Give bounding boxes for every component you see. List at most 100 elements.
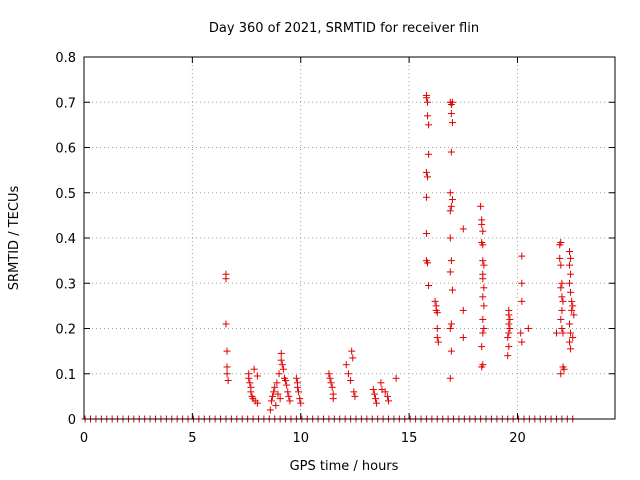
- data-point: [295, 388, 303, 396]
- data-point: [381, 388, 389, 396]
- data-point: [273, 379, 281, 387]
- data-point: [277, 356, 285, 364]
- data-point: [446, 325, 454, 332]
- data-point: [518, 338, 526, 346]
- x-tick-label: 0: [80, 431, 88, 446]
- data-point: [431, 297, 439, 305]
- data-point: [459, 306, 467, 314]
- data-points: [81, 91, 578, 423]
- data-point: [223, 347, 231, 355]
- data-point: [284, 388, 292, 396]
- data-point: [446, 207, 454, 215]
- data-point: [351, 392, 359, 400]
- grid-lines: [84, 57, 615, 419]
- data-point: [373, 399, 381, 407]
- data-point: [424, 112, 432, 120]
- data-point: [350, 388, 358, 396]
- data-point: [392, 374, 400, 382]
- data-point: [347, 377, 355, 385]
- data-point: [552, 329, 560, 337]
- data-point: [275, 370, 283, 378]
- data-point: [292, 374, 300, 382]
- data-point: [349, 354, 357, 362]
- data-point: [447, 257, 455, 265]
- data-point: [570, 311, 578, 319]
- data-point: [370, 390, 378, 398]
- data-point: [250, 365, 258, 373]
- data-point: [459, 334, 467, 342]
- data-point: [504, 352, 512, 360]
- data-point: [565, 320, 573, 328]
- data-point: [518, 252, 526, 260]
- data-point: [247, 388, 255, 396]
- data-point: [447, 110, 455, 118]
- data-point: [222, 275, 230, 283]
- data-point: [448, 286, 456, 294]
- data-point: [560, 365, 568, 373]
- data-point: [447, 347, 455, 355]
- data-point: [446, 189, 454, 197]
- data-point: [223, 363, 231, 371]
- data-point: [557, 315, 565, 323]
- data-point: [559, 329, 567, 337]
- x-tick-label: 20: [509, 431, 526, 446]
- data-point: [425, 282, 433, 290]
- data-point: [224, 377, 232, 385]
- data-point: [283, 381, 291, 389]
- data-point: [271, 383, 279, 391]
- data-point: [274, 390, 282, 398]
- data-point: [558, 325, 566, 332]
- data-point: [478, 220, 486, 228]
- data-point: [479, 241, 487, 249]
- data-point: [558, 306, 566, 314]
- data-point: [326, 374, 334, 382]
- data-point: [569, 334, 577, 342]
- data-point: [558, 293, 566, 301]
- data-point: [246, 379, 254, 387]
- data-point: [506, 325, 514, 332]
- y-tick-label: 0.7: [55, 96, 76, 111]
- data-point: [480, 284, 488, 292]
- data-point: [285, 392, 293, 400]
- data-point: [446, 374, 454, 382]
- y-tick-label: 0.1: [55, 368, 76, 383]
- y-tick-label: 0.3: [55, 277, 76, 292]
- data-point: [480, 325, 488, 332]
- data-point: [369, 386, 377, 394]
- data-point: [296, 395, 304, 403]
- data-point: [433, 334, 441, 342]
- data-point: [447, 320, 455, 328]
- data-point: [425, 150, 433, 158]
- data-point: [328, 383, 336, 391]
- y-tick-label: 0.6: [55, 142, 76, 157]
- data-point: [505, 320, 513, 328]
- data-point: [253, 372, 261, 380]
- data-point: [342, 361, 350, 369]
- y-tick-label: 0.5: [55, 187, 76, 202]
- data-point: [267, 397, 275, 405]
- x-tick-label: 10: [292, 431, 309, 446]
- y-tick-label: 0: [68, 413, 76, 428]
- x-tick-label: 5: [188, 431, 196, 446]
- x-axis-label: GPS time / hours: [290, 459, 399, 474]
- data-point: [567, 288, 575, 296]
- data-point: [434, 338, 442, 346]
- data-point: [477, 202, 485, 210]
- data-point: [448, 119, 456, 127]
- data-point: [479, 257, 487, 265]
- data-point: [478, 343, 486, 351]
- data-point: [518, 297, 526, 305]
- data-point: [557, 261, 565, 269]
- data-point: [479, 293, 487, 301]
- y-axis-label: SRMTID / TECUs: [7, 186, 22, 291]
- data-point: [504, 334, 512, 342]
- data-point: [567, 254, 575, 262]
- data-point: [565, 279, 573, 287]
- data-point: [565, 261, 573, 269]
- data-point: [557, 239, 565, 247]
- data-point: [524, 325, 532, 332]
- data-point: [517, 329, 525, 337]
- data-point: [556, 254, 564, 262]
- data-point: [565, 248, 573, 256]
- data-point: [557, 284, 565, 292]
